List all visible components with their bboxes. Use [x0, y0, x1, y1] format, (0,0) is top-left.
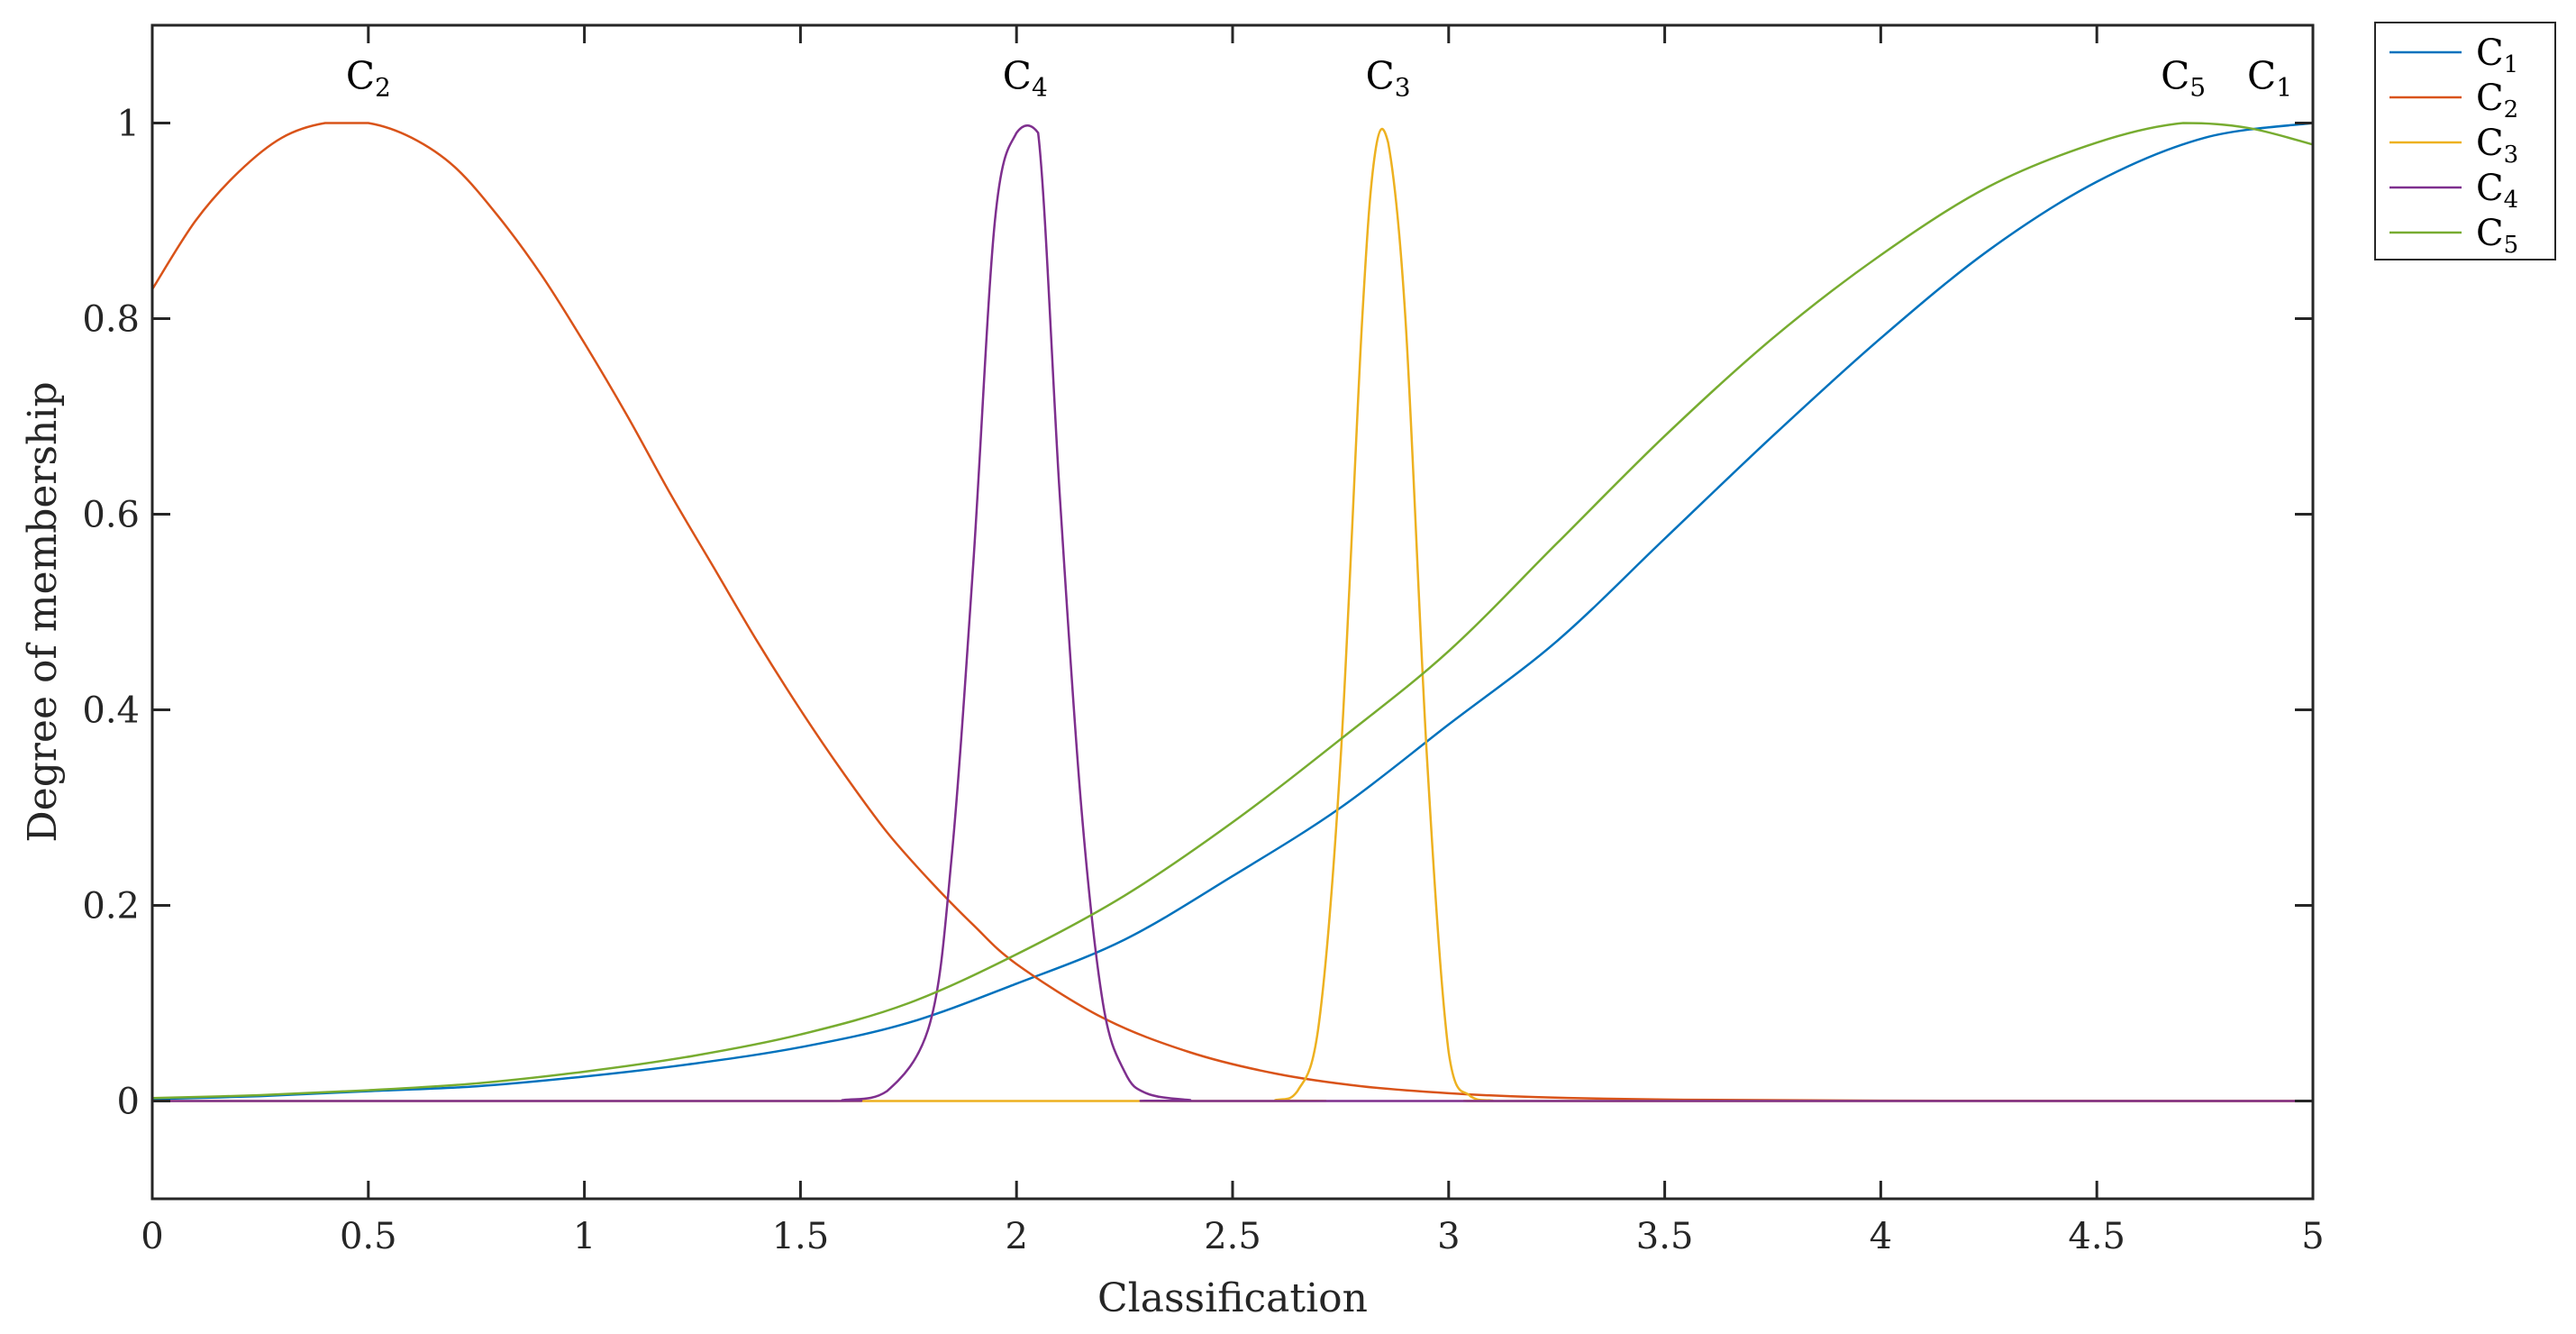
y-tick-label: 0.4	[82, 690, 140, 732]
series-curves	[150, 122, 2314, 1102]
x-tick-label: 3	[1437, 1216, 1460, 1257]
series-line-c2	[150, 122, 2314, 1102]
y-axis-ticks: 0 0.2 0.4 0.6 0.8 1	[82, 104, 2313, 1123]
x-tick-label: 4	[1870, 1216, 1892, 1257]
x-tick-label: 5	[2301, 1216, 2324, 1257]
x-axis-ticks: 0 0.5 1 1.5 2 2.5 3 3.5 4 4.5 5	[141, 25, 2325, 1257]
x-tick-label: 1	[573, 1216, 596, 1257]
series-line-c1	[151, 122, 2314, 1101]
x-tick-label: 2.5	[1204, 1216, 1261, 1257]
y-axis-label: Degree of membership	[20, 381, 66, 842]
peak-annotations: C2 C4 C3 C5 C1	[346, 54, 2292, 103]
plot-area	[152, 25, 2313, 1199]
series-line-c4	[151, 123, 2313, 1102]
x-tick-label: 4.5	[2068, 1216, 2125, 1257]
y-tick-label: 1	[117, 104, 140, 145]
x-tick-label: 1.5	[772, 1216, 830, 1257]
legend-box	[2374, 22, 2556, 260]
peak-label-c2: C2	[346, 54, 391, 103]
x-tick-label: 0.5	[340, 1216, 397, 1257]
y-tick-label: 0	[117, 1082, 140, 1123]
x-tick-label: 3.5	[1636, 1216, 1694, 1257]
y-tick-label: 0.8	[82, 299, 140, 341]
y-tick-label: 0.6	[82, 495, 140, 536]
x-axis-label: Classification	[1097, 1275, 1368, 1321]
series-line-c5	[151, 122, 2314, 1100]
legend-label-c1: C1	[2476, 32, 2518, 78]
x-tick-label: 0	[141, 1216, 163, 1257]
peak-label-c1: C1	[2247, 54, 2292, 103]
x-tick-label: 2	[1005, 1216, 1027, 1257]
y-tick-label: 0.2	[82, 886, 140, 927]
